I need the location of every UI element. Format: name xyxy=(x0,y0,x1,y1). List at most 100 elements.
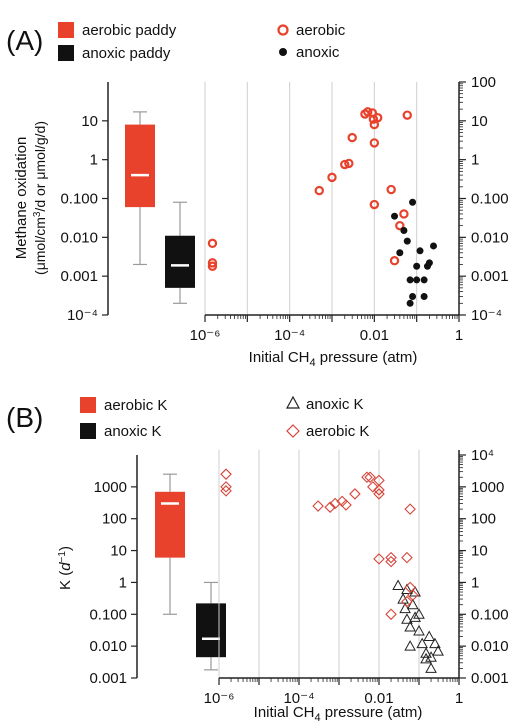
point-aerobic-k xyxy=(404,503,416,515)
panel-b: (B) aerobic K anoxic K anoxic K aerobic … xyxy=(6,395,509,724)
legend-marker-aerobic xyxy=(277,24,289,36)
point-aerobic xyxy=(344,158,354,169)
point-aerobic-k xyxy=(324,501,336,513)
right-tick-label: 0.001 xyxy=(471,268,509,285)
point-anoxic-k xyxy=(401,583,413,594)
legend-label-aerobic-k-box: aerobic K xyxy=(104,397,167,414)
point-anoxic-k xyxy=(409,611,421,622)
point-aerobic xyxy=(207,238,218,249)
point-anoxic-k xyxy=(425,651,437,662)
point-aerobic-k xyxy=(361,471,373,484)
point-aerobic-k xyxy=(349,488,361,500)
right-tick-label: 0.100 xyxy=(471,191,509,208)
right-tick-label: 10⁻⁴ xyxy=(471,307,502,324)
legend-swatch-anoxic-k xyxy=(80,423,96,439)
point-aerobic-k xyxy=(385,608,397,621)
point-aerobic xyxy=(314,185,324,196)
data-points-a xyxy=(207,107,438,307)
right-y-ticks-a: 100 10 1 0.100 0.010 0.001 10⁻⁴ xyxy=(459,74,509,324)
point-anoxic xyxy=(406,276,414,284)
left-tick-label: 100 xyxy=(102,511,127,528)
x-tick-label: 1 xyxy=(455,327,463,344)
point-anoxic-k xyxy=(397,593,409,604)
point-aerobic-k xyxy=(329,497,341,510)
point-aerobic-k xyxy=(373,484,385,496)
left-tick-label: 0.100 xyxy=(89,606,127,623)
panel-a: (A) aerobic paddy anoxic paddy aerobic a… xyxy=(6,22,509,369)
left-tick-label: 0.010 xyxy=(60,229,98,246)
left-tick-label: 10 xyxy=(81,113,98,130)
right-tick-label: 0.100 xyxy=(471,606,509,623)
legend-swatch-aerobic-paddy xyxy=(58,22,74,38)
panel-a-label: (A) xyxy=(6,25,43,56)
left-tick-label: 1000 xyxy=(94,479,127,496)
point-aerobic xyxy=(347,132,357,143)
right-tick-label: 10 xyxy=(471,543,488,560)
legend-label-anoxic-paddy: anoxic paddy xyxy=(82,45,171,62)
x-axis-title-a: Initial CH4 pressure (atm) xyxy=(249,349,418,369)
legend-label-anoxic-k-box: anoxic K xyxy=(104,423,162,440)
legend-label-aerobic-paddy: aerobic paddy xyxy=(82,22,177,39)
point-anoxic xyxy=(409,292,417,300)
y-axis-title-a-line1: Methane oxidation xyxy=(13,137,30,260)
point-aerobic xyxy=(207,258,218,268)
point-aerobic-k xyxy=(220,485,232,497)
point-anoxic xyxy=(413,276,421,284)
point-anoxic xyxy=(396,249,404,257)
y-axis-title-a-line2: (μmol/cm3/d or μmol/g/d) xyxy=(32,121,48,275)
point-anoxic xyxy=(416,247,424,255)
boxplots-a xyxy=(125,111,195,304)
point-aerobic xyxy=(207,261,218,271)
right-tick-label: 10⁴ xyxy=(471,447,494,464)
point-aerobic-k xyxy=(385,555,397,568)
point-anoxic xyxy=(425,259,433,267)
point-anoxic xyxy=(430,242,438,250)
boxplot-aerobic xyxy=(125,111,155,266)
legend-label-anoxic: anoxic xyxy=(296,44,340,61)
x-tick-label: 0.01 xyxy=(364,690,393,707)
point-aerobic-k xyxy=(220,481,232,493)
point-anoxic-k xyxy=(425,662,437,673)
left-y-ticks-b: 1000 100 10 1 0.100 0.010 0.001 xyxy=(89,479,137,687)
panel-b-label: (B) xyxy=(6,402,43,433)
x-tick-label: 10⁻⁴ xyxy=(274,327,305,344)
legend-label-anoxic-k: anoxic K xyxy=(306,396,364,413)
point-anoxic-k xyxy=(404,620,416,632)
gridlines-b xyxy=(218,450,460,678)
left-tick-label: 0.001 xyxy=(60,268,98,285)
point-anoxic-k xyxy=(429,637,441,649)
legend-label-aerobic-k: aerobic K xyxy=(306,423,369,440)
point-aerobic xyxy=(369,138,380,148)
left-y-ticks-a: 10 1 0.100 0.010 0.001 10⁻⁴ xyxy=(60,113,108,324)
x-tick-label: 0.01 xyxy=(360,327,389,344)
y-axis-title-b: K (d−1) xyxy=(57,546,74,590)
point-aerobic xyxy=(389,256,400,266)
y-axis-title-a: Methane oxidation (μmol/cm3/d or μmol/g/… xyxy=(13,121,48,275)
x-tick-label: 10⁻⁴ xyxy=(283,690,314,707)
point-anoxic-k xyxy=(420,652,432,664)
legend-marker-aerobic-k xyxy=(286,424,300,438)
point-anoxic xyxy=(413,262,421,270)
point-aerobic-k xyxy=(407,589,419,601)
legend-swatch-anoxic-paddy xyxy=(58,45,74,61)
legend-label-aerobic: aerobic xyxy=(296,22,346,39)
legend-marker-anoxic xyxy=(279,48,287,56)
point-anoxic xyxy=(420,292,428,300)
box xyxy=(125,124,155,208)
point-aerobic xyxy=(340,159,350,170)
point-aerobic xyxy=(327,172,337,183)
point-anoxic-k xyxy=(392,579,404,591)
right-tick-label: 100 xyxy=(471,74,496,91)
point-anoxic-k xyxy=(404,640,416,651)
point-anoxic-k xyxy=(406,598,419,610)
data-points-b xyxy=(220,468,444,673)
left-tick-label: 1 xyxy=(119,574,127,591)
left-tick-label: 0.100 xyxy=(60,191,98,208)
point-anoxic xyxy=(403,237,411,245)
point-anoxic xyxy=(406,299,414,307)
point-aerobic xyxy=(372,113,383,123)
right-y-ticks-b: 10⁴ 1000 100 10 1 0.100 0.010 0.001 xyxy=(459,447,509,687)
x-ticks-a: 10⁻⁶ 10⁻⁴ 0.01 1 xyxy=(190,315,463,344)
point-anoxic xyxy=(400,226,408,234)
